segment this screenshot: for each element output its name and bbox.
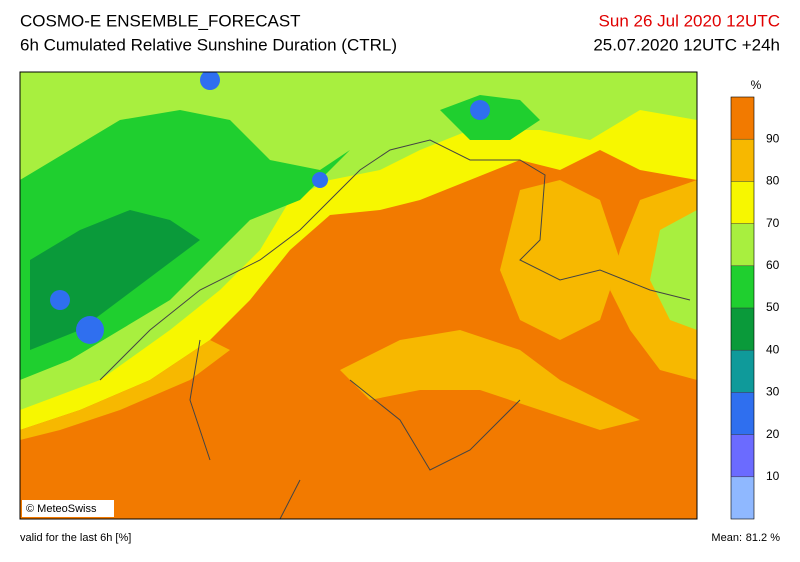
colorbar-swatch: [731, 476, 754, 519]
field-spot: [76, 316, 104, 344]
credit: © MeteoSwiss: [26, 503, 97, 515]
field-spot: [312, 172, 328, 188]
colorbar-swatch: [731, 265, 754, 308]
colorbar-tick-label: 80: [766, 174, 780, 188]
colorbar-swatch: [731, 350, 754, 393]
colorbar-tick-label: 70: [766, 216, 780, 230]
field-area: [340, 330, 640, 430]
colorbar-swatch: [731, 97, 754, 140]
colorbar-tick-label: 50: [766, 300, 780, 314]
valid-date: Sun 26 Jul 2020 12UTC: [599, 11, 780, 30]
colorbar-tick-label: 90: [766, 131, 780, 145]
mean-label: Mean:: [711, 532, 742, 544]
colorbar-swatch: [731, 223, 754, 266]
field-spot: [50, 290, 70, 310]
colorbar-swatch: [731, 308, 754, 351]
colorbar-tick-label: 10: [766, 469, 780, 483]
map: © MeteoSwiss: [19, 71, 698, 520]
colorbar-tick-label: 60: [766, 258, 780, 272]
run-info: 25.07.2020 12UTC +24h: [593, 35, 780, 54]
colorbar-tick-label: 20: [766, 427, 780, 441]
field-area: [440, 95, 540, 140]
field-spot: [200, 72, 220, 90]
field-spot: [470, 100, 490, 120]
colorbar-tick-label: 40: [766, 342, 780, 356]
colorbar-swatch: [731, 139, 754, 182]
field-area: [650, 210, 697, 330]
subtitle: 6h Cumulated Relative Sunshine Duration …: [20, 35, 397, 54]
credit-box: [22, 500, 114, 517]
title: COSMO-E ENSEMBLE_FORECAST: [20, 11, 301, 30]
field-area: [20, 340, 230, 440]
footer-note: valid for the last 6h [%]: [20, 532, 131, 544]
map-frame: [19, 71, 698, 520]
border: [99, 139, 691, 519]
field-area: [500, 180, 620, 340]
colorbar-tick-label: 30: [766, 385, 780, 399]
mean-value: 81.2 %: [746, 532, 780, 544]
colorbar-unit: %: [751, 78, 762, 92]
colorbar: % 10 20 30 40 50 60 70 80 90: [730, 78, 780, 520]
colorbar-swatch: [731, 392, 754, 435]
colorbar-swatch: [731, 434, 754, 477]
field-area: [30, 210, 200, 350]
colorbar-swatch: [731, 181, 754, 224]
